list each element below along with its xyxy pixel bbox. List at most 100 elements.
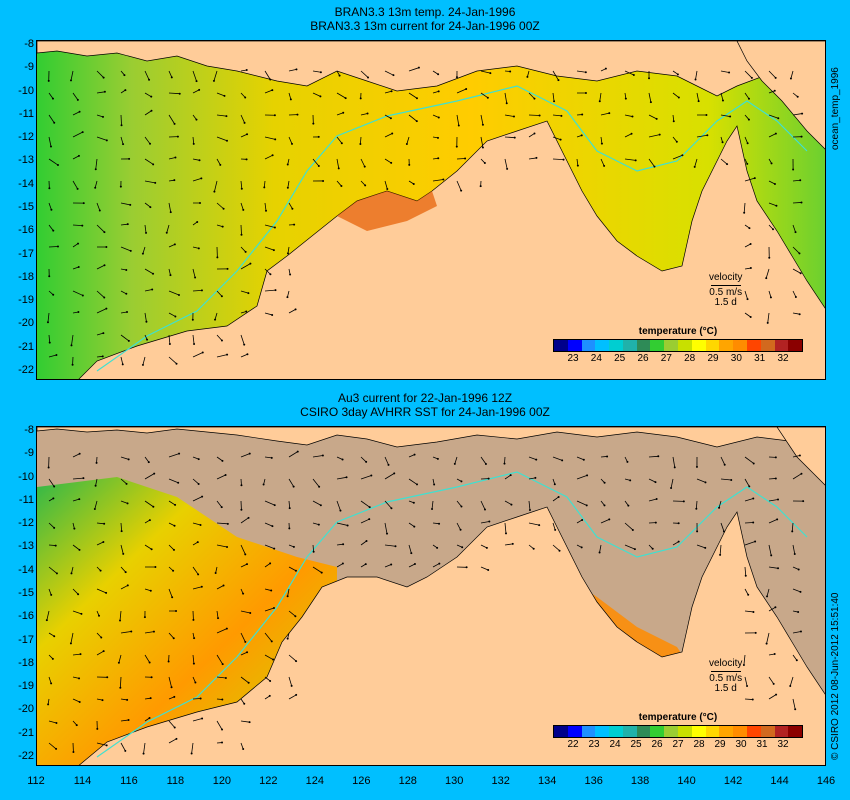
current-arrow-head — [797, 611, 800, 614]
current-arrow — [336, 476, 347, 480]
current-arrow-head — [558, 549, 561, 552]
current-arrow — [384, 522, 388, 534]
current-arrow — [336, 563, 344, 568]
current-arrow — [768, 90, 775, 94]
current-arrow — [288, 136, 293, 145]
current-arrow-head — [122, 143, 125, 146]
current-arrow-head — [773, 182, 776, 185]
current-arrow-head — [513, 136, 516, 139]
current-arrow-head — [681, 154, 684, 157]
current-arrow — [71, 334, 74, 346]
current-arrow-head — [695, 507, 698, 510]
current-arrow-head — [752, 610, 755, 613]
lon-tick-label: 124 — [305, 775, 324, 787]
current-arrow-head — [51, 97, 54, 100]
current-arrow-head — [126, 502, 129, 505]
current-arrow — [120, 246, 131, 252]
current-arrow-head — [481, 146, 484, 149]
current-arrow-head — [94, 168, 97, 171]
lat-tick-label: -13 — [18, 154, 34, 167]
current-arrow-head — [175, 362, 178, 365]
current-arrow — [72, 111, 80, 116]
current-arrow-head — [245, 310, 248, 313]
current-arrow-head — [749, 243, 752, 246]
current-arrow-head — [195, 118, 198, 121]
current-arrow-head — [81, 224, 84, 227]
legend-swatch — [636, 340, 651, 351]
current-arrow-head — [286, 637, 289, 640]
current-arrow — [264, 154, 273, 160]
current-arrow-head — [149, 206, 152, 209]
current-arrow-head — [77, 154, 80, 157]
current-arrow — [288, 309, 296, 314]
current-arrow-head — [289, 98, 292, 101]
current-arrow-head — [248, 452, 251, 455]
current-arrow-head — [288, 527, 291, 530]
current-arrow-head — [582, 458, 585, 461]
current-arrow — [696, 478, 706, 483]
current-arrow-head — [789, 77, 792, 80]
current-arrow-head — [242, 208, 245, 211]
current-arrow-head — [143, 616, 146, 619]
current-arrow-head — [560, 114, 563, 117]
current-arrow — [144, 289, 153, 292]
current-arrow-head — [535, 458, 538, 461]
current-arrow — [720, 478, 732, 481]
legend-tick-label: 28 — [684, 353, 696, 364]
current-arrow-head — [460, 505, 463, 508]
current-arrow — [744, 610, 754, 613]
current-arrow-head — [649, 101, 652, 104]
current-arrow — [47, 312, 50, 323]
current-arrow — [768, 544, 772, 556]
current-arrow-head — [415, 97, 418, 100]
current-arrow-head — [648, 77, 651, 80]
current-arrow-head — [270, 640, 273, 643]
legend-swatch — [746, 340, 761, 351]
current-arrow — [552, 114, 562, 117]
legend-ticks: 23 24 25 26 27 28 29 30 31 32 — [553, 352, 803, 364]
legend-tick-label: 32 — [777, 353, 789, 364]
current-arrow-head — [126, 223, 129, 226]
top-map-panel: temperature (°C) 23 24 25 26 27 28 29 30 31 32 ve… — [36, 40, 826, 380]
current-arrow — [95, 478, 98, 486]
current-arrow-head — [721, 141, 724, 144]
current-arrow — [192, 158, 200, 161]
current-arrow-head — [774, 456, 777, 459]
current-arrow — [384, 114, 392, 119]
current-arrow-head — [754, 540, 757, 543]
current-arrow-head — [221, 225, 224, 228]
current-arrow-head — [705, 114, 708, 117]
current-arrow-head — [509, 70, 512, 73]
current-arrow-head — [272, 606, 275, 609]
current-arrow-head — [148, 716, 151, 719]
top-side-label: ocean_temp_1996 — [830, 67, 841, 150]
current-arrow-head — [225, 627, 228, 630]
current-arrow — [792, 544, 796, 555]
current-arrow-head — [719, 553, 722, 556]
current-arrow — [96, 332, 104, 336]
current-arrow-head — [339, 509, 342, 512]
current-arrow — [360, 475, 372, 480]
current-arrow — [264, 246, 274, 251]
current-arrow-head — [754, 631, 757, 634]
current-arrow — [72, 224, 83, 227]
current-arrow-head — [291, 207, 294, 210]
current-arrow-head — [718, 506, 721, 509]
current-arrow — [216, 114, 227, 117]
legend-ticks: 22 23 24 25 26 27 28 29 30 31 32 — [553, 738, 803, 750]
current-arrow — [792, 631, 802, 634]
current-vectors — [45, 450, 805, 755]
current-arrow-head — [742, 664, 745, 667]
current-arrow — [144, 544, 152, 550]
current-arrow — [336, 92, 346, 99]
lat-tick-label: -22 — [18, 364, 34, 376]
current-arrow — [432, 179, 444, 182]
current-arrow — [72, 180, 78, 190]
current-arrow-head — [123, 74, 126, 77]
current-arrow-head — [53, 121, 56, 124]
current-arrow — [168, 202, 172, 213]
current-arrow — [168, 334, 171, 345]
current-arrow-head — [150, 548, 153, 551]
current-arrow-head — [105, 307, 108, 310]
current-arrow-head — [214, 318, 217, 321]
